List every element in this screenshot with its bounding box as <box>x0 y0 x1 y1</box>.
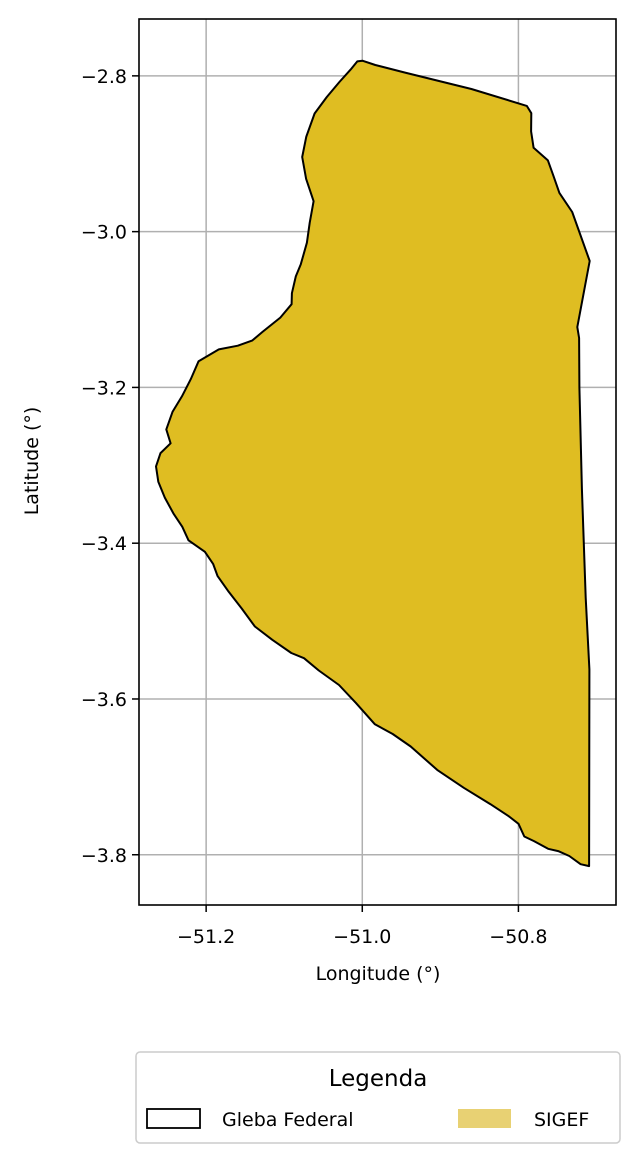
axes-frame <box>138 18 617 906</box>
legend-label-sigef: SIGEF <box>534 1109 589 1131</box>
legend-swatch-sigef <box>458 1109 511 1128</box>
y-tick-label: −3.8 <box>81 845 127 867</box>
gleba-federal-boundary <box>155 59 591 868</box>
y-tick-label: −3.2 <box>81 377 127 399</box>
x-axis-title: Longitude (°) <box>316 963 441 985</box>
sigef-area <box>156 60 590 867</box>
axis-ticks: −51.2 −51.0 −50.8 −2.8 −3.0 −3.2 −3.4 −3.6 −3.8 <box>81 66 548 948</box>
x-tick-label: −51.2 <box>177 926 235 948</box>
x-tick-label: −51.0 <box>333 926 391 948</box>
legend: Legenda Gleba Federal SIGEF <box>135 1051 621 1144</box>
x-tick-label: −50.8 <box>489 926 547 948</box>
sigef-layer <box>155 59 591 868</box>
y-tick-label: −3.0 <box>81 222 127 244</box>
legend-title: Legenda <box>329 1066 428 1092</box>
y-tick-label: −3.6 <box>81 689 127 711</box>
y-axis-title: Latitude (°) <box>21 407 43 516</box>
legend-swatch-gleba-federal <box>146 1108 201 1129</box>
y-tick-label: −2.8 <box>81 66 127 88</box>
y-tick-label: −3.4 <box>81 533 127 555</box>
legend-label-gleba-federal: Gleba Federal <box>222 1109 354 1131</box>
